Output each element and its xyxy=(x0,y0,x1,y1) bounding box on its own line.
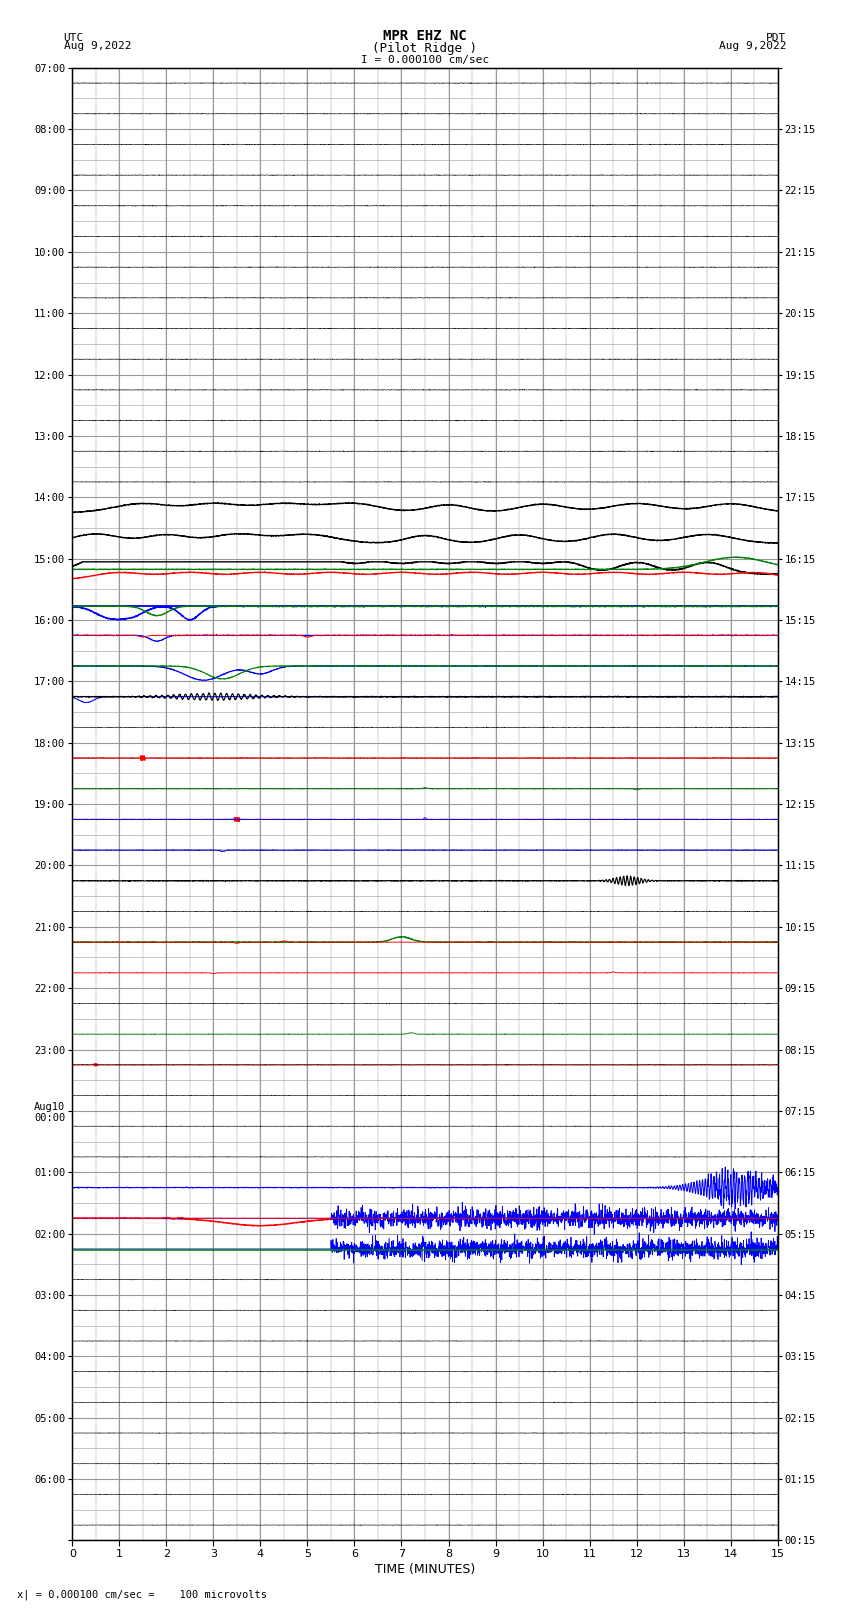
X-axis label: TIME (MINUTES): TIME (MINUTES) xyxy=(375,1563,475,1576)
Text: Aug 9,2022: Aug 9,2022 xyxy=(64,40,131,50)
Text: PDT: PDT xyxy=(766,32,786,44)
Text: UTC: UTC xyxy=(64,32,84,44)
Text: I = 0.000100 cm/sec: I = 0.000100 cm/sec xyxy=(361,55,489,65)
Text: MPR EHZ NC: MPR EHZ NC xyxy=(383,29,467,44)
Text: Aug 9,2022: Aug 9,2022 xyxy=(719,40,786,50)
Text: (Pilot Ridge ): (Pilot Ridge ) xyxy=(372,42,478,55)
Text: x| = 0.000100 cm/sec =    100 microvolts: x| = 0.000100 cm/sec = 100 microvolts xyxy=(17,1589,267,1600)
